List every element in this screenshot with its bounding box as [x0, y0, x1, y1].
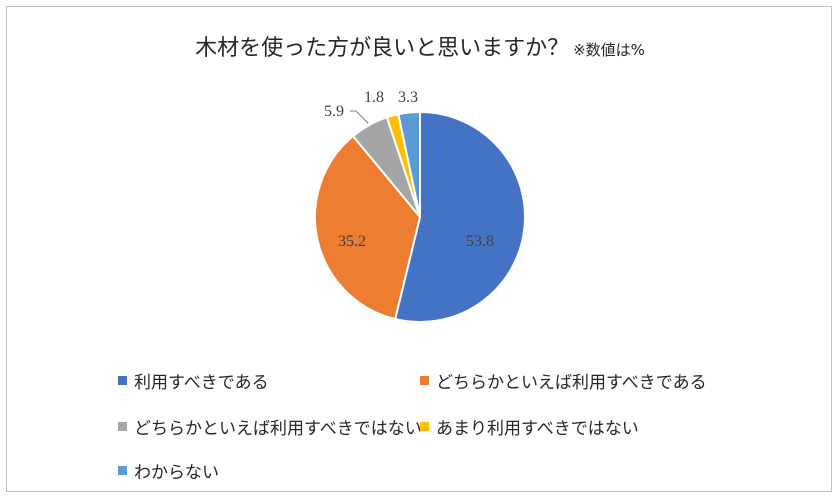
- chart-title: 木材を使った方が良いと思いますか？: [195, 36, 570, 61]
- legend-swatch-2: [420, 376, 429, 385]
- legend-swatch-3: [118, 422, 127, 431]
- legend-item-4: あまり利用すべきではない: [420, 414, 639, 439]
- pie-slice-2: [314, 134, 422, 321]
- legend-swatch-5: [118, 466, 127, 475]
- legend-label-1: 利用すべきである: [134, 373, 269, 393]
- legend-item-2: どちらかといえば利用すべきである: [420, 368, 707, 393]
- legend-label-2: どちらかといえば利用すべきである: [436, 373, 707, 393]
- pie-slice-5: [397, 110, 421, 218]
- data-label-2: 35.2: [338, 233, 366, 250]
- legend-item-5: わからない: [118, 458, 219, 483]
- data-label-1: 53.8: [466, 233, 494, 250]
- pie-slice-1: [393, 110, 526, 323]
- legend-item-3: どちらかといえば利用すべきではない: [118, 414, 422, 439]
- leader-line-3: [350, 110, 369, 124]
- legend-swatch-4: [420, 422, 429, 431]
- legend-item-1: 利用すべきである: [118, 368, 269, 393]
- legend-label-3: どちらかといえば利用すべきではない: [134, 419, 422, 439]
- data-label-4: 1.8: [364, 89, 384, 106]
- legend-label-5: わからない: [134, 463, 219, 483]
- chart-title-block: 木材を使った方が良いと思いますか？ ※数値は%: [0, 30, 840, 62]
- data-label-3: 5.9: [324, 103, 344, 120]
- data-label-5: 3.3: [398, 89, 418, 106]
- chart-subtitle: ※数値は%: [573, 41, 645, 59]
- legend-label-4: あまり利用すべきではない: [436, 419, 639, 439]
- legend-swatch-1: [118, 376, 127, 385]
